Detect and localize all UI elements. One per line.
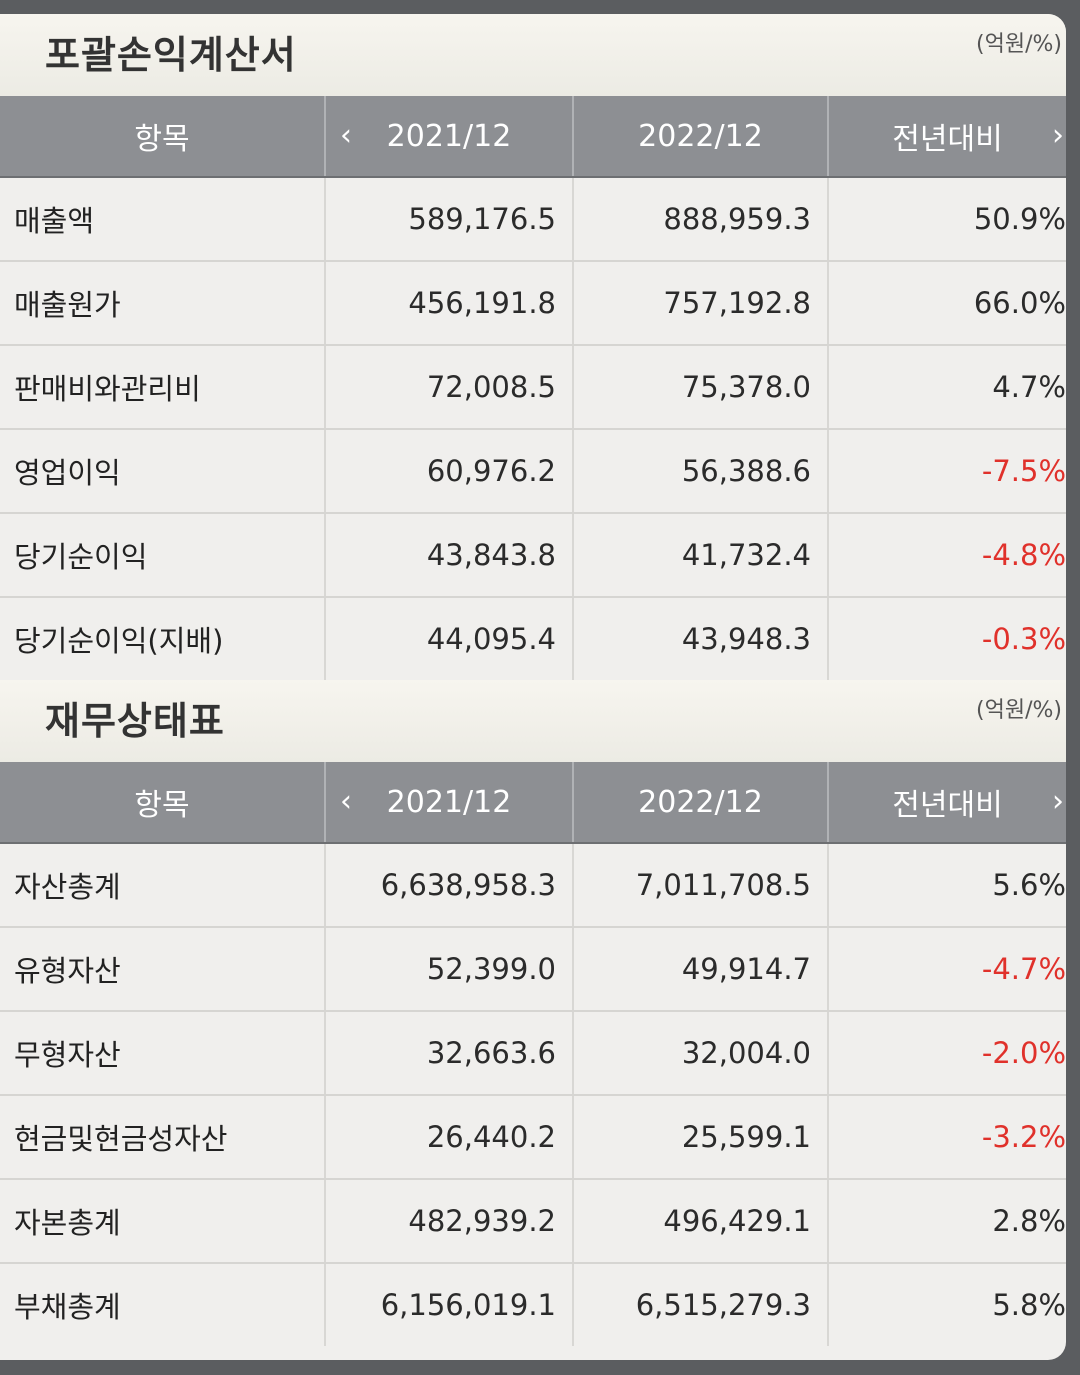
- table-row[interactable]: 당기순이익(지배) 44,095.4 43,948.3 -0.3%: [0, 597, 1066, 680]
- table-row[interactable]: 자산총계 6,638,958.3 7,011,708.5 5.6%: [0, 843, 1066, 928]
- column-header-label: 전년대비: [892, 788, 1003, 823]
- value-yoy: 66.0%: [828, 261, 1066, 346]
- column-header-yoy: 전년대비 ›: [828, 96, 1066, 178]
- table-row[interactable]: 현금및현금성자산 26,440.2 25,599.1 -3.2%: [0, 1095, 1066, 1180]
- value-yoy: 4.7%: [828, 345, 1066, 430]
- value-2022: 41,732.4: [573, 513, 829, 598]
- value-2021: 26,440.2: [325, 1095, 574, 1180]
- row-label: 자산총계: [0, 843, 326, 928]
- value-2022: 25,599.1: [573, 1095, 829, 1180]
- balance-sheet-header: 재무상태표 (억원/%): [0, 680, 1066, 762]
- value-2021: 72,008.5: [325, 345, 574, 430]
- value-2021: 52,399.0: [325, 927, 574, 1012]
- value-2021: 589,176.5: [325, 177, 574, 262]
- chevron-right-icon[interactable]: ›: [1052, 117, 1064, 153]
- value-2022: 49,914.7: [573, 927, 829, 1012]
- section-title: 재무상태표: [45, 699, 225, 743]
- financial-card: 포괄손익계산서 (억원/%) 항목 ‹ 2021/12 2022/12 전년대비…: [0, 14, 1066, 1360]
- table-row[interactable]: 판매비와관리비 72,008.5 75,378.0 4.7%: [0, 345, 1066, 430]
- column-header-item: 항목: [0, 96, 326, 178]
- column-header-label: 항목: [134, 122, 190, 157]
- column-header-item: 항목: [0, 762, 326, 844]
- value-2021: 60,976.2: [325, 429, 574, 514]
- table-row[interactable]: 자본총계 482,939.2 496,429.1 2.8%: [0, 1179, 1066, 1264]
- value-2022: 757,192.8: [573, 261, 829, 346]
- column-header-label: 2022/12: [638, 118, 763, 154]
- column-header-2022: 2022/12: [573, 762, 829, 844]
- table-row[interactable]: 유형자산 52,399.0 49,914.7 -4.7%: [0, 927, 1066, 1012]
- table-row[interactable]: 영업이익 60,976.2 56,388.6 -7.5%: [0, 429, 1066, 514]
- value-2022: 56,388.6: [573, 429, 829, 514]
- row-label: 현금및현금성자산: [0, 1095, 326, 1180]
- row-label: 자본총계: [0, 1179, 326, 1264]
- value-2021: 32,663.6: [325, 1011, 574, 1096]
- value-yoy: -4.8%: [828, 513, 1066, 598]
- balance-sheet-rows: 자산총계 6,638,958.3 7,011,708.5 5.6% 유형자산 52,399…: [0, 843, 1066, 1346]
- column-header-2022: 2022/12: [573, 96, 829, 178]
- value-yoy: 50.9%: [828, 177, 1066, 262]
- value-yoy: -4.7%: [828, 927, 1066, 1012]
- table-row[interactable]: 당기순이익 43,843.8 41,732.4 -4.8%: [0, 513, 1066, 598]
- value-2021: 6,638,958.3: [325, 843, 574, 928]
- value-2022: 75,378.0: [573, 345, 829, 430]
- section-title: 포괄손익계산서: [45, 33, 297, 77]
- income-statement-header: 포괄손익계산서 (억원/%): [0, 14, 1066, 96]
- table-row[interactable]: 매출원가 456,191.8 757,192.8 66.0%: [0, 261, 1066, 346]
- column-header-label: 2021/12: [386, 118, 512, 154]
- chevron-left-icon[interactable]: ‹: [340, 783, 352, 819]
- row-label: 유형자산: [0, 927, 326, 1012]
- value-yoy: 5.6%: [828, 843, 1066, 928]
- value-2022: 43,948.3: [573, 597, 829, 680]
- value-yoy: 2.8%: [828, 1179, 1066, 1264]
- row-label: 판매비와관리비: [0, 345, 326, 430]
- value-2021: 6,156,019.1: [325, 1263, 574, 1346]
- unit-label: (억원/%): [976, 698, 1062, 723]
- column-header-yoy: 전년대비 ›: [828, 762, 1066, 844]
- row-label: 매출원가: [0, 261, 326, 346]
- row-label: 무형자산: [0, 1011, 326, 1096]
- value-2021: 456,191.8: [325, 261, 574, 346]
- value-2021: 43,843.8: [325, 513, 574, 598]
- value-2021: 482,939.2: [325, 1179, 574, 1264]
- value-2021: 44,095.4: [325, 597, 574, 680]
- value-2022: 7,011,708.5: [573, 843, 829, 928]
- row-label: 부채총계: [0, 1263, 326, 1346]
- value-yoy: -3.2%: [828, 1095, 1066, 1180]
- value-yoy: 5.8%: [992, 1288, 1066, 1322]
- income-statement-rows: 매출액 589,176.5 888,959.3 50.9% 매출원가 456,191.8 7…: [0, 177, 1066, 680]
- table-row[interactable]: 무형자산 32,663.6 32,004.0 -2.0%: [0, 1011, 1066, 1096]
- row-label: 매출액: [0, 177, 326, 262]
- unit-label: (억원/%): [976, 32, 1062, 57]
- chevron-right-icon[interactable]: ›: [1052, 783, 1064, 819]
- table-row[interactable]: 매출액 589,176.5 888,959.3 50.9%: [0, 177, 1066, 262]
- table-header-row: 항목 ‹ 2021/12 2022/12 전년대비 ›: [0, 762, 1066, 844]
- column-header-label: 항목: [134, 788, 190, 823]
- column-header-2021: ‹ 2021/12: [325, 96, 574, 178]
- value-yoy: -0.3%: [981, 622, 1066, 656]
- balance-sheet-table: 항목 ‹ 2021/12 2022/12 전년대비 › 자산총계 6,638,95…: [0, 762, 1066, 1346]
- table-row[interactable]: 부채총계 6,156,019.1 6,515,279.3 5.8%: [0, 1263, 1066, 1346]
- row-label: 당기순이익(지배): [0, 597, 326, 680]
- column-header-label: 전년대비: [892, 122, 1003, 157]
- value-2022: 496,429.1: [573, 1179, 829, 1264]
- column-header-2021: ‹ 2021/12: [325, 762, 574, 844]
- value-2022: 32,004.0: [573, 1011, 829, 1096]
- row-label: 영업이익: [0, 429, 326, 514]
- column-header-label: 2021/12: [386, 784, 512, 820]
- chevron-left-icon[interactable]: ‹: [340, 117, 352, 153]
- income-statement-table: 항목 ‹ 2021/12 2022/12 전년대비 › 매출액 589,176.5…: [0, 96, 1066, 680]
- column-header-label: 2022/12: [638, 784, 763, 820]
- table-header-row: 항목 ‹ 2021/12 2022/12 전년대비 ›: [0, 96, 1066, 178]
- value-2022: 888,959.3: [573, 177, 829, 262]
- value-2022: 6,515,279.3: [573, 1263, 829, 1346]
- row-label: 당기순이익: [0, 513, 326, 598]
- value-yoy: -7.5%: [828, 429, 1066, 514]
- value-yoy: -2.0%: [828, 1011, 1066, 1096]
